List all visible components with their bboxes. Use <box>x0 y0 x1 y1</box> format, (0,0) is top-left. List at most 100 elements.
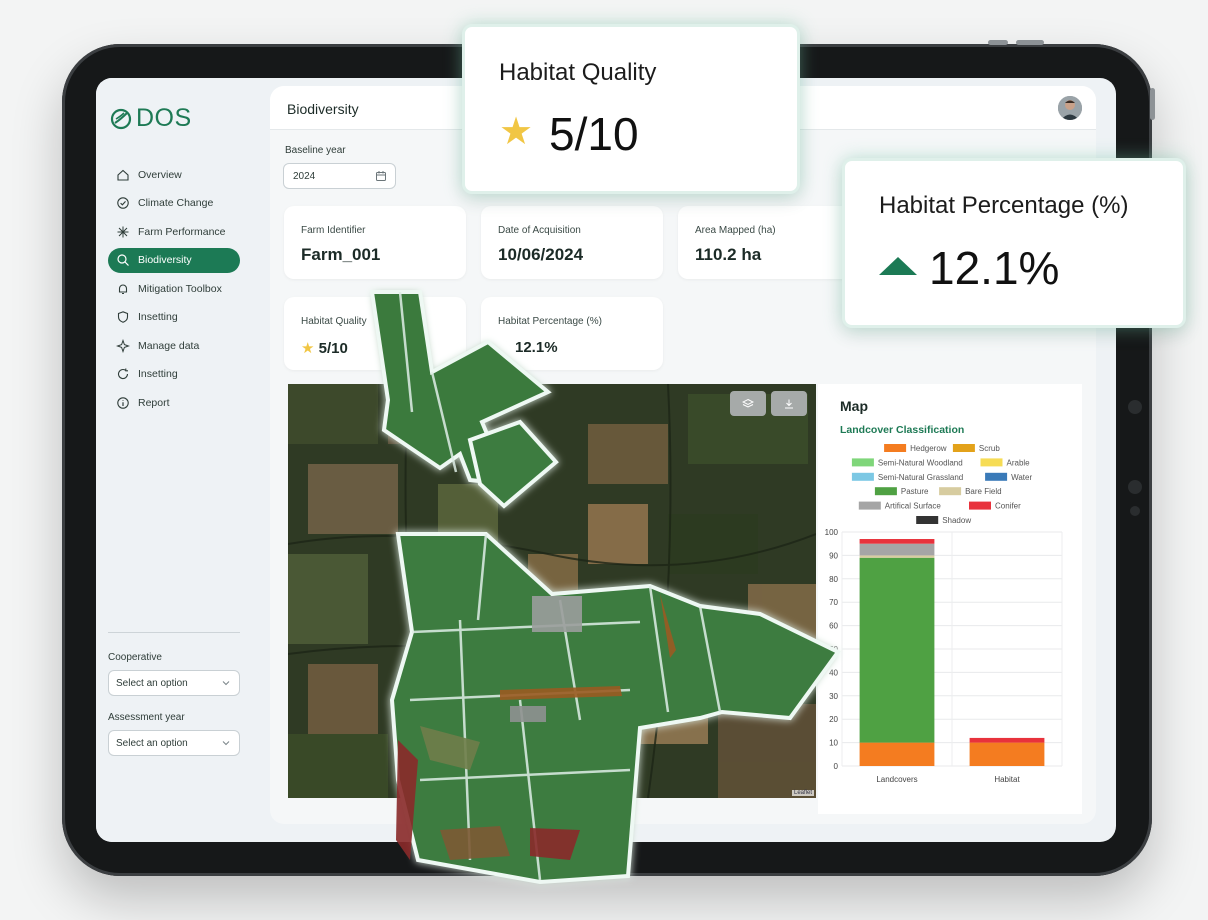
y-tick-label: 90 <box>829 551 838 560</box>
legend-label: Shadow <box>942 516 971 525</box>
satellite-imagery <box>288 384 816 798</box>
sidebar-item-label: Manage data <box>138 339 200 352</box>
logo-text: DOS <box>136 104 192 132</box>
cooperative-label: Cooperative <box>108 652 162 663</box>
legend-swatch <box>969 501 991 510</box>
legend-swatch <box>952 444 975 452</box>
date-of-acquisition-card: Date of Acquisition 10/06/2024 <box>481 206 663 279</box>
sidebar-item-insetting[interactable]: Insetting <box>108 305 240 330</box>
sidebar-item-biodiversity[interactable]: Biodiversity <box>108 247 240 273</box>
chart-panel-title: Map <box>840 398 868 414</box>
sidebar: DOS Overview Climate Change Farm Perform… <box>96 78 258 842</box>
shield-icon <box>117 311 129 323</box>
sidebar-item-insetting-2[interactable]: Insetting <box>108 362 240 387</box>
callout-value: 12.1% <box>929 242 1060 294</box>
avatar[interactable] <box>1056 94 1084 122</box>
sidebar-item-label: Overview <box>138 168 182 181</box>
sidebar-item-label: Mitigation Toolbox <box>138 282 222 295</box>
habitat-percentage-value: 12.1% <box>515 339 558 356</box>
habitat-quality-callout: Habitat Quality ★ 5/10 <box>462 24 800 194</box>
y-tick-label: 100 <box>825 528 839 537</box>
bell-icon <box>118 283 128 294</box>
legend-label: Semi-Natural Grassland <box>878 473 963 482</box>
card-label: Farm Identifier <box>301 225 366 236</box>
sidebar-item-manage-data[interactable]: Manage data <box>108 333 240 358</box>
chevron-down-icon <box>222 741 230 746</box>
legend-swatch <box>851 458 874 467</box>
bar-segment-artifical-surface <box>859 543 935 556</box>
landcover-chart: Hedgerow Scrub Semi-Natural Woodland Arable… <box>825 444 1063 784</box>
calendar-icon <box>376 171 386 181</box>
habitat-quality-card: Habitat Quality ★ 5/10 <box>284 297 466 370</box>
leaf-logo-icon <box>110 108 132 129</box>
refresh-icon <box>117 368 129 380</box>
sparkle-icon <box>116 338 130 353</box>
legend-label: Water <box>1011 473 1032 482</box>
sidebar-item-label: Insetting <box>138 368 178 380</box>
tablet-button <box>1016 40 1044 45</box>
baseline-year-input[interactable]: 2024 <box>283 163 396 189</box>
y-tick-label: 80 <box>829 575 838 584</box>
sidebar-item-farm-performance[interactable]: Farm Performance <box>108 219 240 244</box>
habitat-percentage-callout: Habitat Percentage (%) 12.1% <box>842 158 1186 328</box>
bar-segment-hedgerow <box>969 742 1045 766</box>
bar-segment-pasture <box>859 557 935 743</box>
legend-swatch <box>851 472 874 481</box>
y-tick-label: 70 <box>829 598 838 607</box>
legend-swatch <box>874 487 897 496</box>
baseline-year-value: 2024 <box>293 171 316 182</box>
y-tick-label: 20 <box>829 715 838 724</box>
trend-up-icon <box>879 257 917 275</box>
sidebar-item-label: Insetting <box>138 311 178 323</box>
sidebar-item-climate-change[interactable]: Climate Change <box>108 191 240 216</box>
check-circle-icon <box>117 197 129 209</box>
callout-label: Habitat Percentage (%) <box>879 192 1129 219</box>
sidebar-item-overview[interactable]: Overview <box>108 162 240 187</box>
sidebar-item-report[interactable]: Report <box>108 390 240 415</box>
bar-segment-conifer <box>859 539 935 544</box>
legend-label: Conifer <box>995 502 1021 511</box>
legend-label: Artifical Surface <box>885 502 942 511</box>
legend-label: Arable <box>1007 458 1031 467</box>
layers-icon <box>742 398 754 408</box>
map-download-button[interactable] <box>771 391 807 416</box>
card-label: Habitat Percentage (%) <box>498 316 602 327</box>
user-avatar-icon <box>1058 96 1082 120</box>
card-value: ★ 5/10 <box>301 339 348 357</box>
area-mapped-card: Area Mapped (ha) 110.2 ha <box>678 206 860 279</box>
star-icon: ★ <box>499 111 534 153</box>
y-tick-label: 40 <box>829 668 838 677</box>
landcover-chart-panel: Map Landcover Classification Hedgerow Scr… <box>818 384 1082 814</box>
assessment-year-select[interactable]: Select an option <box>108 730 240 756</box>
chart-subtitle: Landcover Classification <box>840 424 965 436</box>
tablet-camera <box>1128 400 1142 414</box>
farm-identifier-card: Farm Identifier Farm_001 <box>284 206 466 279</box>
map-layers-button[interactable] <box>730 391 766 416</box>
baseline-year-label: Baseline year <box>285 145 346 156</box>
cooperative-select[interactable]: Select an option <box>108 670 240 696</box>
sidebar-item-label: Biodiversity <box>138 254 192 266</box>
y-tick-label: 50 <box>829 645 838 654</box>
info-icon <box>117 396 129 409</box>
y-tick-label: 0 <box>834 762 839 771</box>
habitat-quality-value: 5/10 <box>318 340 348 357</box>
legend-swatch <box>939 487 962 496</box>
legend-swatch <box>884 444 907 452</box>
search-icon <box>117 254 129 266</box>
sidebar-divider <box>108 632 240 633</box>
card-value: Farm_001 <box>301 245 381 264</box>
legend-swatch <box>980 458 1003 467</box>
page-title: Biodiversity <box>287 101 359 117</box>
satellite-map[interactable]: Leaflet <box>288 384 816 798</box>
x-tick-label: Landcovers <box>876 775 917 784</box>
sidebar-item-label: Farm Performance <box>138 225 226 238</box>
logo[interactable]: DOS <box>110 104 192 133</box>
legend-label: Bare Field <box>965 487 1001 496</box>
card-label: Area Mapped (ha) <box>695 225 776 236</box>
legend-label: Semi-Natural Woodland <box>878 458 963 467</box>
sidebar-nav: Overview Climate Change Farm Performance… <box>108 162 240 419</box>
y-tick-label: 10 <box>829 739 838 748</box>
sidebar-item-mitigation-toolbox[interactable]: Mitigation Toolbox <box>108 276 240 301</box>
y-tick-label: 60 <box>829 622 838 631</box>
map-attribution[interactable]: Leaflet <box>791 790 814 796</box>
